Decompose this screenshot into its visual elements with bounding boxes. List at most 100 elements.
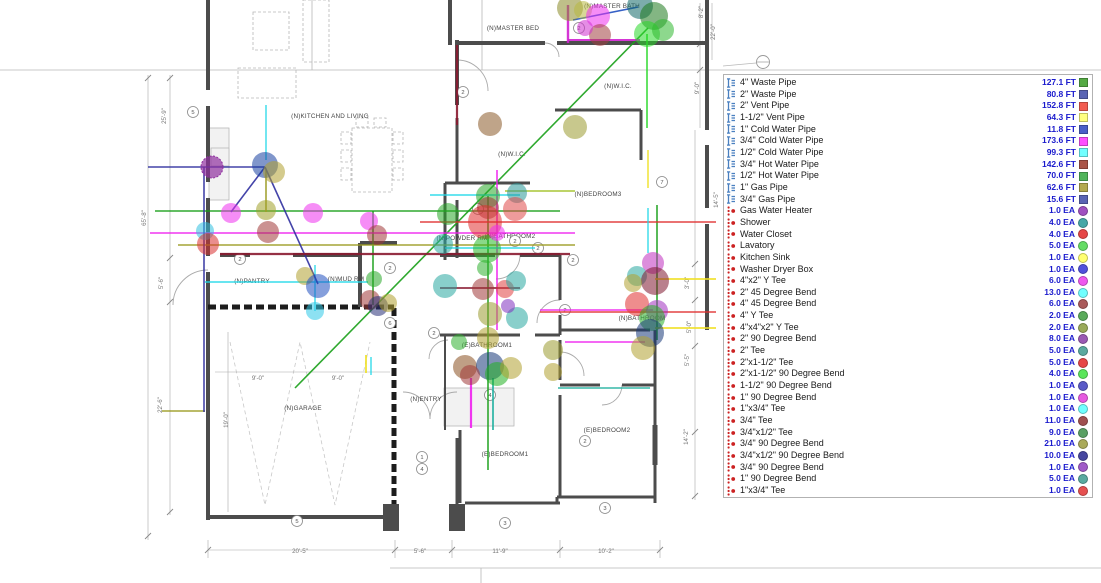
- dimension-tick: [166, 254, 174, 262]
- fixture-marker[interactable]: [263, 161, 285, 183]
- legend-item[interactable]: 2" Tee 5.0 EA: [727, 345, 1088, 357]
- fixture-marker[interactable]: [472, 278, 494, 300]
- fixture-marker[interactable]: [306, 302, 324, 320]
- legend-item[interactable]: 1"x3/4" Tee 1.0 EA: [727, 403, 1088, 415]
- dimension-tick: [144, 532, 152, 540]
- fixture-marker[interactable]: [577, 20, 593, 36]
- legend-item[interactable]: 1" 90 Degree Bend 1.0 EA: [727, 392, 1088, 404]
- legend-item[interactable]: 1-1/2" 90 Degree Bend 1.0 EA: [727, 380, 1088, 392]
- legend-item[interactable]: 2" Vent Pipe 152.8 FT: [727, 100, 1088, 112]
- fixture-marker[interactable]: [506, 271, 526, 291]
- fixture-marker[interactable]: [433, 234, 453, 254]
- legend-item[interactable]: 2" 90 Degree Bend 8.0 EA: [727, 333, 1088, 345]
- legend-item[interactable]: 4"x4"x2" Y Tee 2.0 EA: [727, 322, 1088, 334]
- fixture-marker[interactable]: [477, 327, 499, 349]
- fixture-marker[interactable]: [433, 274, 457, 298]
- legend-item-quantity: 5.0 EA: [1049, 356, 1075, 367]
- legend-color-swatch: [1079, 194, 1088, 204]
- fixture-marker[interactable]: [641, 267, 669, 295]
- fixture-marker[interactable]: [257, 221, 279, 243]
- pipe-run[interactable]: [264, 166, 319, 285]
- sheet-line: [722, 62, 757, 67]
- legend-item[interactable]: 3/4"x1/2" Tee 9.0 EA: [727, 427, 1088, 439]
- legend-item[interactable]: 3/4"x1/2" 90 Degree Bend 10.0 EA: [727, 450, 1088, 462]
- legend-item-quantity: 1.0 EA: [1049, 251, 1075, 262]
- fixture-marker[interactable]: [473, 235, 501, 263]
- fixture-marker[interactable]: [631, 336, 655, 360]
- legend-color-swatch: [1079, 136, 1088, 146]
- fixture-marker[interactable]: [256, 200, 276, 220]
- legend-item[interactable]: 1/2" Hot Water Pipe 70.0 FT: [727, 170, 1088, 182]
- legend-item-quantity: 4.0 EA: [1049, 368, 1075, 379]
- fixture-marker[interactable]: [303, 203, 323, 223]
- legend-item[interactable]: 3/4" Gas Pipe 15.6 FT: [727, 194, 1088, 206]
- fixture-marker[interactable]: [306, 274, 330, 298]
- fixture-marker[interactable]: [200, 155, 224, 179]
- fitting-icon: [727, 392, 736, 403]
- fixture-marker[interactable]: [586, 4, 610, 28]
- fixture-marker[interactable]: [367, 225, 387, 245]
- legend-item[interactable]: 1/2" Cold Water Pipe 99.3 FT: [727, 147, 1088, 159]
- keynote-callout: [579, 435, 591, 447]
- fixture-marker[interactable]: [489, 225, 505, 241]
- fixture-marker[interactable]: [477, 260, 493, 276]
- legend-item[interactable]: 3/4" 90 Degree Bend 21.0 EA: [727, 438, 1088, 450]
- fixture-marker[interactable]: [451, 334, 467, 350]
- fixture-marker[interactable]: [500, 357, 522, 379]
- fixture-marker[interactable]: [589, 24, 611, 46]
- fixture-marker[interactable]: [543, 340, 563, 360]
- fixture-marker[interactable]: [460, 365, 480, 385]
- legend-item[interactable]: 2" 45 Degree Bend 13.0 EA: [727, 287, 1088, 299]
- legend-item[interactable]: 4" 45 Degree Bend 6.0 EA: [727, 298, 1088, 310]
- fixture-marker[interactable]: [221, 203, 241, 223]
- fitting-icon: [727, 369, 736, 379]
- legend-item[interactable]: 1"x3/4" Tee 1.0 EA: [727, 485, 1088, 497]
- legend-item[interactable]: 3/4" 90 Degree Bend 1.0 EA: [727, 462, 1088, 474]
- legend-item[interactable]: 2" Waste Pipe 80.8 FT: [727, 89, 1088, 101]
- legend-item[interactable]: Kitchen Sink 1.0 EA: [727, 252, 1088, 264]
- pipe-run[interactable]: [294, 27, 649, 389]
- legend-item[interactable]: 1" 90 Degree Bend 5.0 EA: [727, 473, 1088, 485]
- fixture-marker[interactable]: [506, 307, 528, 329]
- legend-item[interactable]: 3/4" Hot Water Pipe 142.6 FT: [727, 159, 1088, 171]
- fixture-marker[interactable]: [501, 299, 515, 313]
- fixture-marker[interactable]: [503, 197, 527, 221]
- legend-item[interactable]: 3/4" Cold Water Pipe 173.6 FT: [727, 135, 1088, 147]
- legend-item[interactable]: 1-1/2" Vent Pipe 64.3 FT: [727, 112, 1088, 124]
- legend-item[interactable]: Lavatory 5.0 EA: [727, 240, 1088, 252]
- legend-item[interactable]: 4"x2" Y Tee 6.0 EA: [727, 275, 1088, 287]
- legend-item[interactable]: Gas Water Heater 1.0 EA: [727, 205, 1088, 217]
- legend-color-swatch: [1079, 148, 1088, 158]
- fixture-marker[interactable]: [544, 363, 562, 381]
- fitting-icon: [727, 486, 736, 496]
- fixture-marker[interactable]: [652, 19, 674, 41]
- legend-item[interactable]: Shower 4.0 EA: [727, 217, 1088, 229]
- legend-color-swatch: [1079, 78, 1088, 88]
- legend-item[interactable]: 4" Waste Pipe 127.1 FT: [727, 77, 1088, 89]
- legend-item[interactable]: 3/4" Tee 11.0 EA: [727, 415, 1088, 427]
- legend-item-quantity: 1.0 EA: [1049, 380, 1075, 391]
- keynote-number: 2: [238, 257, 241, 263]
- fixture-marker[interactable]: [478, 302, 502, 326]
- legend-item[interactable]: 1" Gas Pipe 62.6 FT: [727, 182, 1088, 194]
- legend-item[interactable]: Washer Dryer Box 1.0 EA: [727, 264, 1088, 276]
- pipe-icon: [727, 182, 735, 193]
- legend-item-label: 3/4" Hot Water Pipe: [740, 158, 819, 169]
- fitting-icon: [727, 357, 736, 368]
- legend-item[interactable]: Water Closet 4.0 EA: [727, 229, 1088, 241]
- legend-item[interactable]: 2"x1-1/2" 90 Degree Bend 4.0 EA: [727, 368, 1088, 380]
- fixture-marker[interactable]: [197, 233, 219, 255]
- fixture-marker[interactable]: [624, 274, 642, 292]
- legend-color-swatch: [1079, 159, 1088, 169]
- fixture-marker[interactable]: [437, 203, 459, 225]
- legend-item[interactable]: 1" Cold Water Pipe 11.8 FT: [727, 124, 1088, 136]
- fixture-marker[interactable]: [379, 294, 397, 312]
- fixture-marker[interactable]: [478, 112, 502, 136]
- fixture-marker[interactable]: [563, 115, 587, 139]
- fixture-marker[interactable]: [360, 212, 378, 230]
- dimension-label: 11'-9": [492, 548, 507, 555]
- fixture-marker[interactable]: [366, 271, 382, 287]
- legend-item[interactable]: 2"x1-1/2" Tee 5.0 EA: [727, 357, 1088, 369]
- legend-item[interactable]: 4" Y Tee 2.0 EA: [727, 310, 1088, 322]
